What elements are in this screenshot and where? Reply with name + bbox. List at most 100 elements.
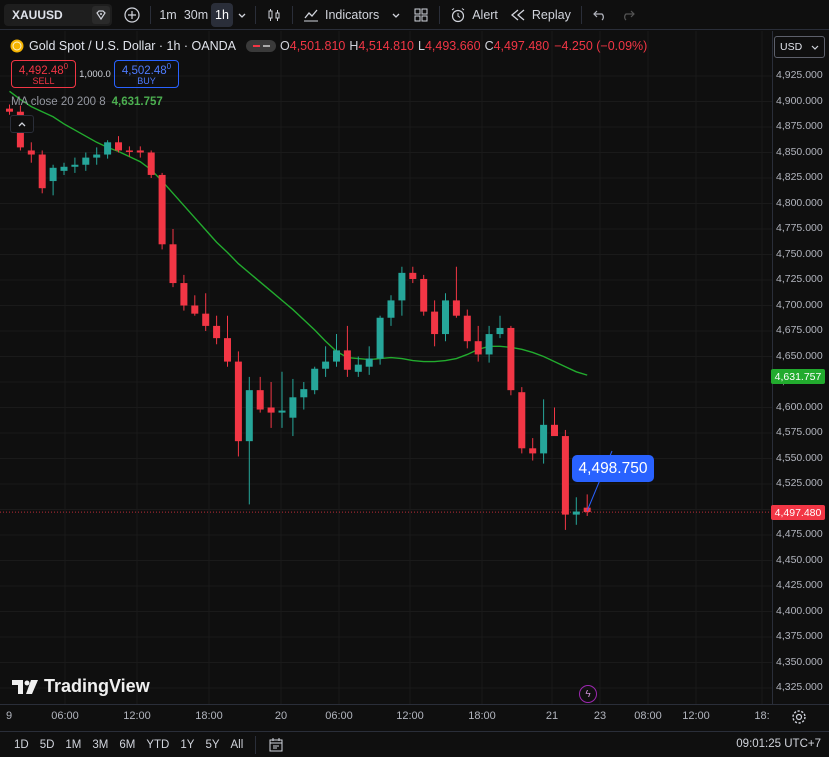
candle-body: [572, 511, 580, 515]
lightning-icon[interactable]: ϟ: [579, 685, 597, 703]
range-button-1m[interactable]: 1M: [65, 738, 82, 751]
candle: [115, 136, 122, 153]
redo-icon: [623, 10, 635, 20]
range-button-5y[interactable]: 5Y: [205, 738, 220, 751]
range-button-6m[interactable]: 6M: [119, 738, 136, 751]
time-axis-label: 06:00: [325, 710, 353, 722]
candle: [518, 387, 526, 454]
candle: [420, 274, 428, 316]
tradingview-logo[interactable]: TradingView: [12, 676, 150, 697]
indicators-dropdown[interactable]: [385, 3, 407, 27]
divider: [255, 735, 257, 754]
candle: [300, 382, 308, 410]
candle-body: [6, 108, 13, 112]
layout-button[interactable]: [407, 3, 435, 27]
gold-coin-icon: [10, 39, 24, 53]
price-chart[interactable]: [0, 31, 772, 704]
candles: [6, 104, 591, 530]
range-button-1y[interactable]: 1Y: [180, 738, 195, 751]
divider: [255, 5, 256, 24]
candle: [191, 295, 199, 316]
high-value: 4,514.810: [358, 39, 414, 53]
candle-body: [452, 300, 460, 316]
candle: [507, 325, 515, 396]
add-symbol-button[interactable]: [118, 3, 146, 27]
candle: [278, 371, 286, 428]
low-value: 4,493.660: [424, 39, 481, 53]
candle: [256, 376, 264, 413]
candle-body: [540, 424, 548, 454]
candle: [561, 429, 569, 530]
candle-body: [420, 278, 428, 312]
ma-legend[interactable]: MA close 20 200 8 4,631.757: [11, 96, 163, 108]
indicators-button[interactable]: Indicators: [297, 3, 385, 27]
range-button-ytd[interactable]: YTD: [146, 738, 170, 751]
timeframe-1m[interactable]: 1m: [155, 3, 181, 27]
range-button-all[interactable]: All: [230, 738, 244, 751]
range-button-1d[interactable]: 1D: [14, 738, 29, 751]
range-button-3m[interactable]: 3M: [92, 738, 109, 751]
candle-body: [300, 389, 308, 398]
candle: [442, 293, 449, 342]
timeframe-30m[interactable]: 30m: [181, 3, 211, 27]
timeframe-1h[interactable]: 1h: [211, 2, 233, 27]
sell-label: SELL: [32, 76, 55, 87]
range-buttons: 1D 5D 1M 3M 6M YTD 1Y 5Y All: [0, 739, 243, 751]
candle: [71, 157, 79, 173]
undo-button[interactable]: [586, 3, 614, 27]
candle-body: [38, 154, 46, 189]
time-axis[interactable]: [0, 704, 829, 730]
alert-button[interactable]: Alert: [444, 3, 504, 27]
range-button-5d[interactable]: 5D: [39, 738, 55, 751]
chart-type-button[interactable]: [260, 3, 288, 27]
candle: [398, 266, 406, 316]
candle: [529, 438, 537, 461]
ma-label: MA close 20 200 8: [11, 96, 106, 108]
time-axis-label: 21: [545, 710, 559, 722]
price-axis[interactable]: [772, 31, 829, 704]
divider: [150, 5, 151, 24]
date-range-button[interactable]: [268, 737, 284, 753]
redo-button[interactable]: [614, 3, 642, 27]
open-label: O: [280, 39, 290, 53]
candle-body: [180, 283, 188, 306]
collapse-legend-button[interactable]: [10, 115, 34, 133]
settings-gear-icon[interactable]: [791, 709, 807, 725]
candle: [234, 351, 242, 457]
price-axis-label: 4,800.000: [776, 196, 823, 209]
legend-toggle[interactable]: [246, 40, 277, 52]
candle-body: [104, 142, 112, 155]
time-axis-label: 12:00: [682, 710, 710, 722]
candle-body: [93, 154, 101, 158]
candle: [6, 104, 13, 115]
divider: [292, 5, 293, 24]
candle-body: [115, 142, 122, 151]
candle: [38, 150, 46, 194]
candle-body: [202, 313, 210, 326]
crosshair-price-tag: 4,498.750: [572, 455, 654, 482]
buy-button[interactable]: 4,502.480 BUY: [114, 60, 179, 88]
candle: [343, 325, 351, 377]
symbol-label: XAUUSD: [12, 7, 63, 22]
candle: [93, 147, 101, 165]
timeframe-label: 1m: [159, 7, 177, 22]
replay-button[interactable]: Replay: [504, 3, 577, 27]
quantity-field[interactable]: 1,000.0: [79, 68, 111, 80]
diamond-icon[interactable]: [92, 5, 110, 24]
sell-button[interactable]: 4,492.480 SELL: [11, 60, 76, 88]
candle-body: [256, 390, 264, 410]
timeframe-dropdown[interactable]: [233, 3, 251, 27]
candle-body: [431, 311, 439, 335]
time-axis-label: 18:00: [468, 710, 496, 722]
currency-selector[interactable]: USD: [774, 36, 825, 58]
price-axis-label: 4,850.000: [776, 145, 823, 158]
calendar-icon: [269, 737, 283, 751]
clock[interactable]: 09:01:25 UTC+7: [736, 738, 821, 750]
time-axis-label: 18:00: [195, 710, 223, 722]
price-axis-label: 4,350.000: [776, 655, 823, 668]
candle-body: [463, 315, 471, 342]
symbol-search[interactable]: XAUUSD: [4, 3, 112, 26]
candle-body: [267, 407, 275, 413]
change-value: −4.250 (−0.09%): [554, 39, 648, 53]
high-label: H: [349, 39, 359, 53]
